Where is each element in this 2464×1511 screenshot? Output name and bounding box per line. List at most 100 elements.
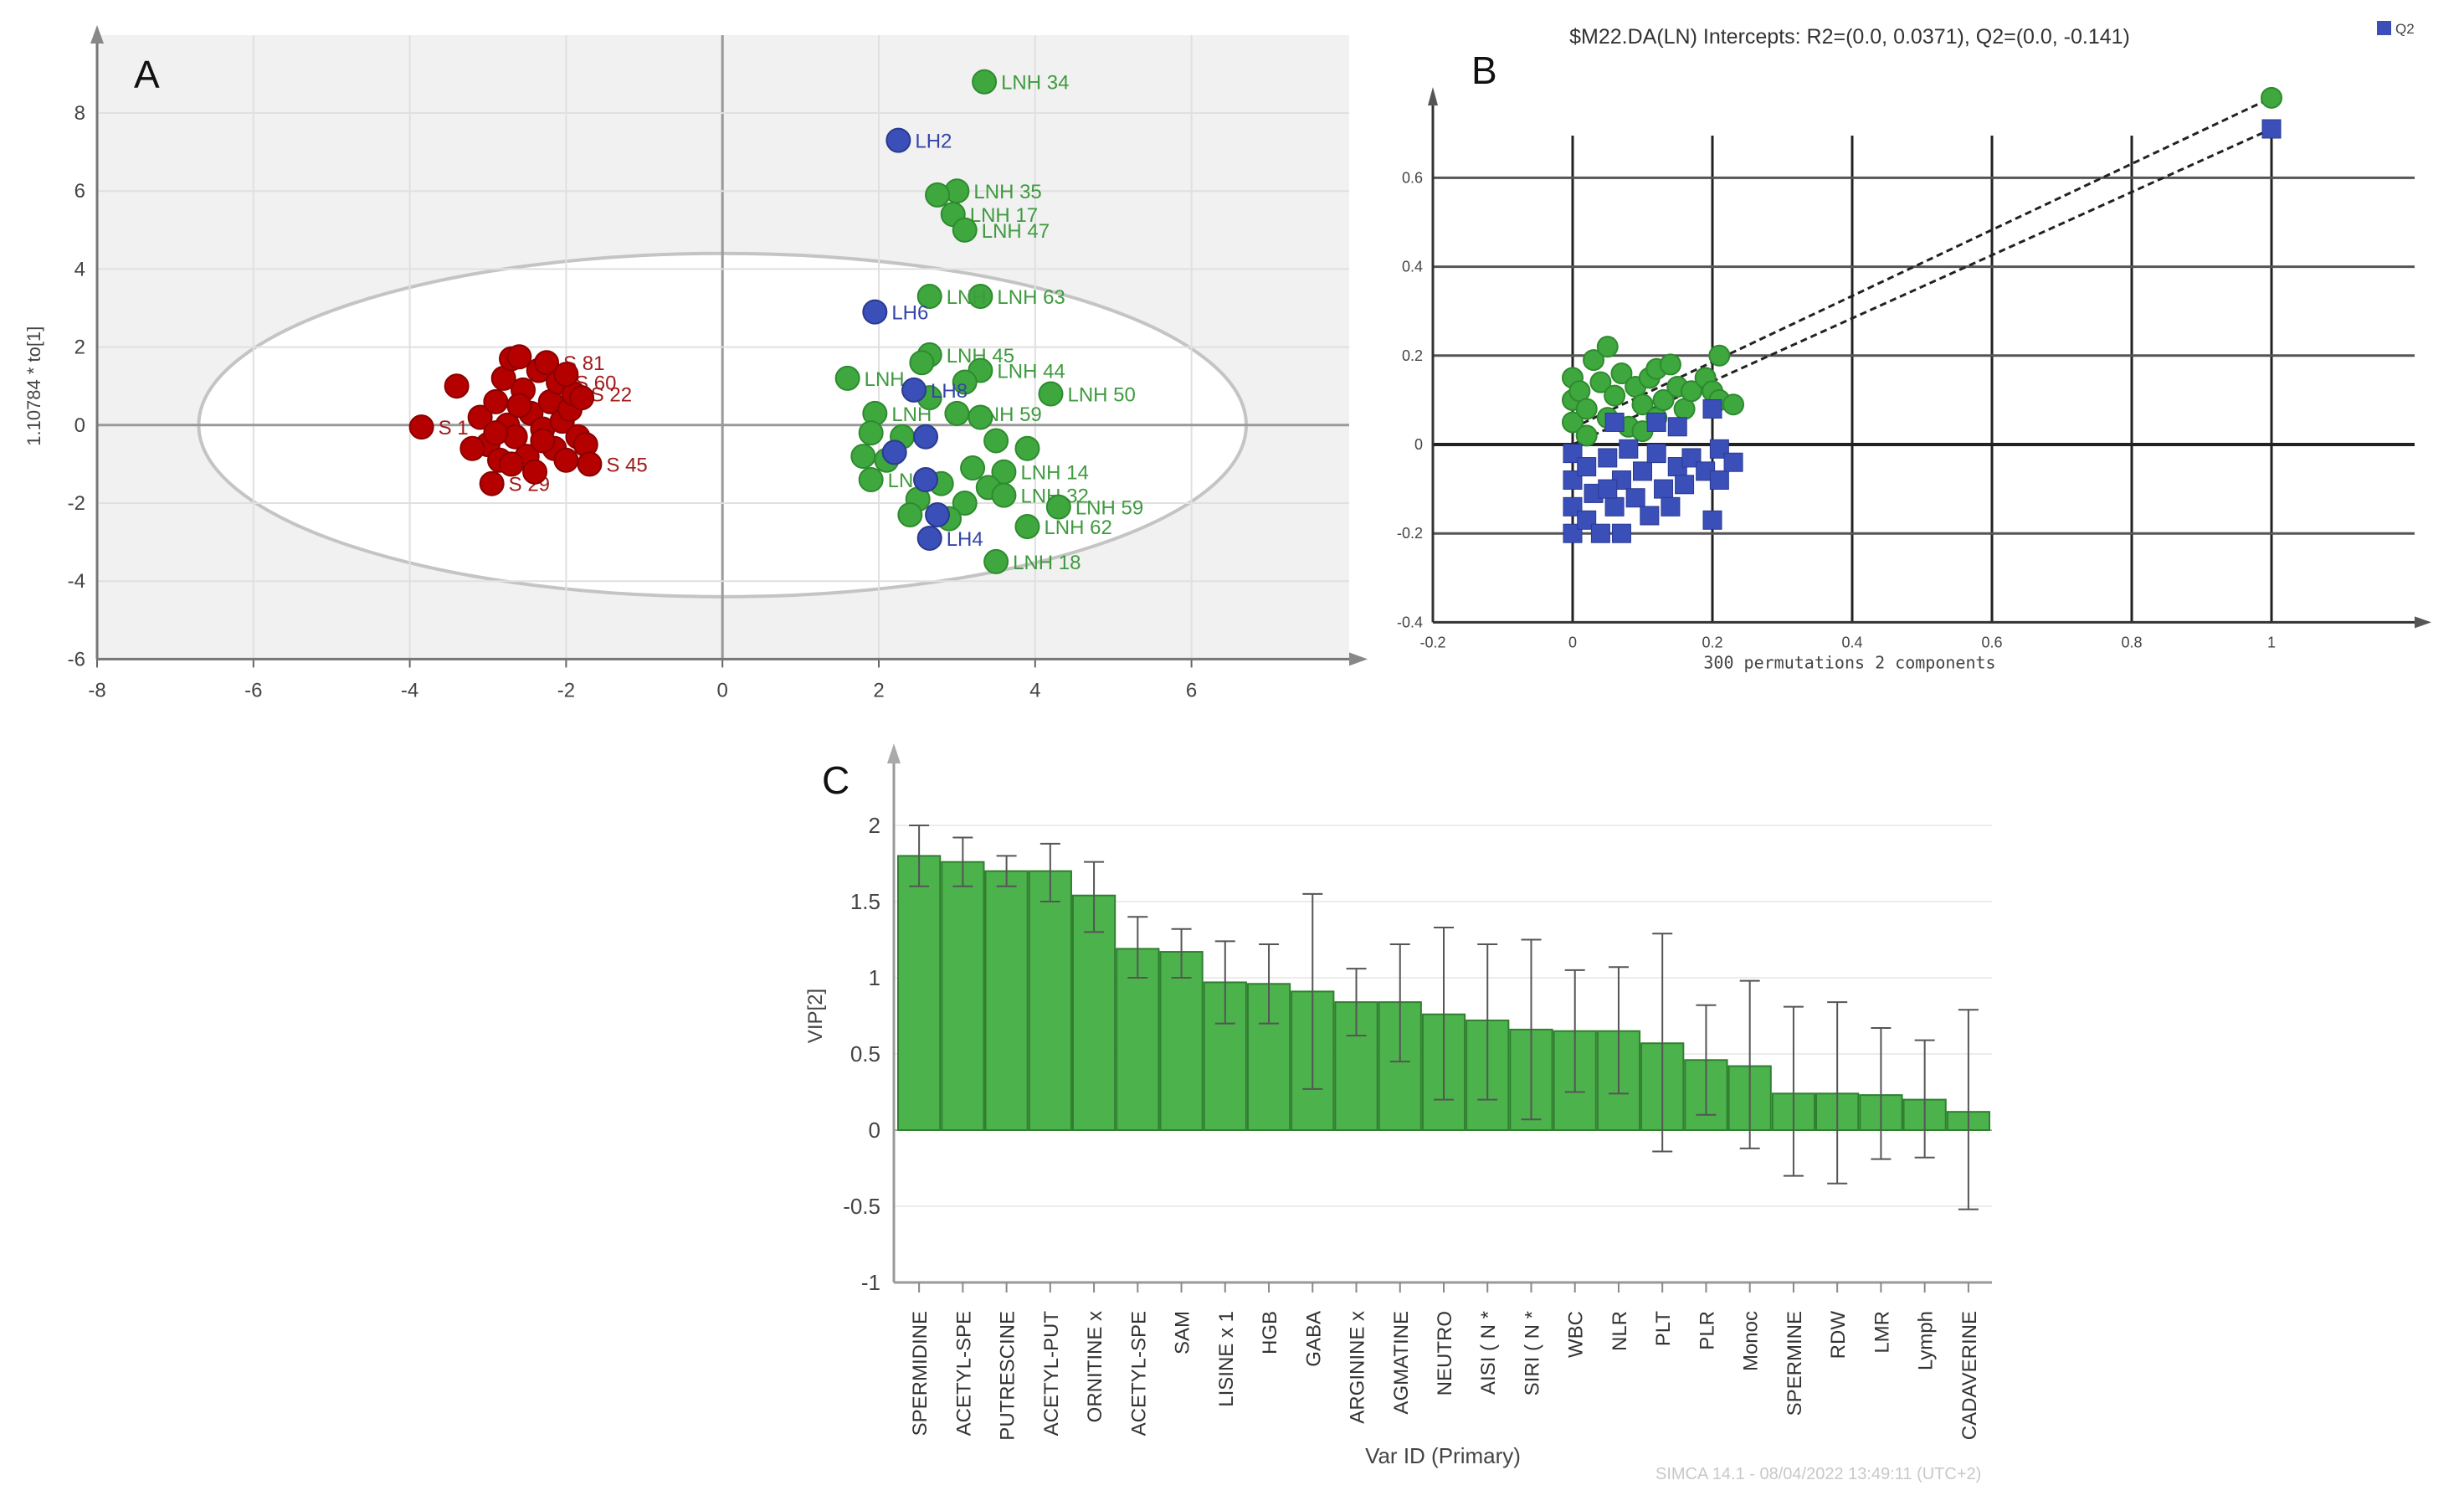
x-tick-label: ACETYL-PUT	[1040, 1311, 1063, 1436]
point-lnh	[968, 404, 993, 430]
point-lh	[881, 439, 907, 465]
point-label: S 1	[439, 417, 469, 439]
y-tick-label: -0.4	[1397, 614, 1423, 630]
r2-point	[1589, 371, 1612, 393]
y-tick-label: 0	[1414, 436, 1423, 453]
x-axis-label: 300 permutations 2 components	[1703, 652, 1995, 672]
vip-bar	[897, 855, 942, 1132]
point-lnh	[897, 501, 923, 527]
point-lnh	[858, 467, 884, 493]
r2-point	[1680, 380, 1702, 403]
x-tick-label: AGMATINE	[1390, 1311, 1413, 1415]
point-lh	[886, 127, 911, 153]
point-label: LNH 59	[1075, 497, 1143, 520]
point-lnh	[972, 69, 998, 95]
point-label: S 45	[606, 454, 647, 476]
x-axis-arrow	[1349, 652, 1368, 666]
x-tick-label: -4	[401, 679, 418, 702]
q2-point	[1667, 417, 1687, 437]
x-tick-label: ACETYL-SPE	[952, 1311, 975, 1436]
point-lh	[925, 501, 951, 527]
x-tick-label: RDW	[1827, 1311, 1850, 1359]
r2-point	[1562, 411, 1584, 434]
point-label: LNH 50	[1067, 384, 1135, 407]
q2-point	[1598, 448, 1618, 468]
q2-point	[1604, 412, 1625, 432]
q2-point	[1625, 488, 1645, 508]
point-s	[534, 350, 560, 376]
r2-regression-line	[1572, 96, 2272, 429]
point-label: LNH 14	[1020, 462, 1088, 485]
x-tick-label: 0.2	[1702, 634, 1722, 650]
vip-bar	[941, 861, 985, 1132]
x-tick-label: SAM	[1172, 1311, 1194, 1354]
q2-point	[1702, 399, 1722, 419]
y-tick-label: 0.5	[850, 1041, 880, 1066]
x-tick-label: ARGININE x	[1347, 1311, 1369, 1424]
point-label: LNH	[947, 286, 987, 309]
point-label: LNH 35	[973, 181, 1041, 203]
y-tick-label: 1	[869, 965, 880, 990]
point-lnh	[968, 284, 993, 310]
q2-point	[1646, 444, 1666, 464]
vip-bar	[1116, 948, 1160, 1132]
point-s	[479, 470, 505, 496]
point-lnh	[944, 400, 970, 426]
r2-point	[1722, 393, 1745, 416]
r2-point	[1631, 393, 1654, 416]
point-lnh	[960, 455, 986, 481]
r2-point	[1604, 384, 1626, 407]
legend-q2-marker	[2377, 21, 2391, 35]
vip-bar	[1028, 870, 1072, 1131]
panel-c-letter: C	[822, 758, 850, 802]
x-tick-label: PUTRESCINE	[997, 1311, 1019, 1441]
point-lnh	[1014, 435, 1040, 461]
x-tick-label: -8	[88, 679, 105, 702]
y-tick-label: 0.2	[1402, 347, 1423, 364]
y-tick-label: -2	[68, 492, 85, 515]
y-tick-label: -0.2	[1397, 525, 1423, 542]
point-lh	[916, 525, 942, 551]
point-lnh	[1038, 381, 1064, 407]
r2-point	[1652, 388, 1675, 411]
point-lnh	[952, 491, 978, 516]
point-lnh	[952, 369, 978, 395]
x-axis-arrow	[2415, 616, 2431, 629]
x-tick-label: LMR	[1871, 1311, 1893, 1354]
x-tick-label: GABA	[1302, 1311, 1325, 1367]
point-label: LNH 34	[1001, 72, 1069, 95]
point-lnh	[952, 217, 978, 243]
point-label: S 22	[591, 384, 632, 407]
x-tick-label: CADAVERINE	[1958, 1311, 1981, 1440]
q2-point	[1646, 412, 1666, 432]
x-tick-label: -0.2	[1419, 634, 1445, 650]
point-s	[553, 447, 579, 473]
r2-point	[1708, 344, 1731, 367]
point-lh	[862, 299, 888, 325]
point-label: LNH 62	[1044, 517, 1111, 539]
y-tick-label: 8	[74, 102, 85, 125]
legend-q2-label: Q2	[2395, 21, 2415, 37]
point-lh	[913, 467, 939, 493]
x-tick-label: NEUTRO	[1434, 1311, 1456, 1395]
x-tick-label: WBC	[1565, 1311, 1588, 1358]
x-tick-label: 0.4	[1841, 634, 1862, 650]
point-s	[506, 344, 532, 370]
r2-point	[1596, 336, 1619, 358]
y-tick-label: 2	[74, 337, 85, 359]
point-lnh	[834, 365, 860, 391]
point-lh	[913, 424, 939, 450]
point-s	[522, 459, 548, 485]
point-label: LNH	[865, 368, 905, 391]
y-tick-label: 0.4	[1402, 259, 1423, 275]
panel-b-permutation-plot: $M22.DA(LN) Intercepts: R2=(0.0, 0.0371)…	[1397, 21, 2431, 672]
x-tick-label: ORNITINE x	[1084, 1311, 1106, 1422]
point-lnh	[925, 182, 951, 208]
point-s	[467, 404, 493, 430]
point-label: LH4	[947, 528, 983, 551]
point-label: LNH 18	[1013, 552, 1081, 574]
panel-b-letter: B	[1471, 49, 1497, 92]
y-axis-arrow	[1428, 87, 1438, 105]
point-lnh	[858, 420, 884, 446]
point-lnh	[983, 428, 1009, 454]
